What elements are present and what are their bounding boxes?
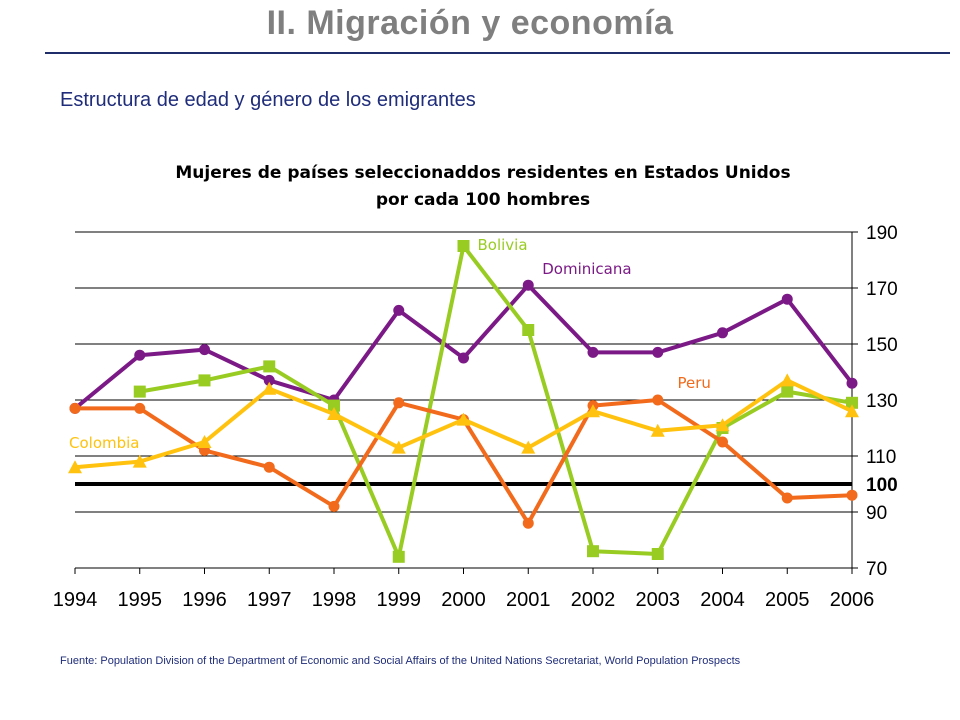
point-colombia-2000: [456, 412, 471, 426]
point-bolivia-1995: [133, 385, 146, 398]
point-colombia-1996: [197, 435, 212, 448]
point-dominicana-2006: [846, 377, 858, 389]
point-bolivia-2005: [781, 385, 794, 398]
point-colombia-1999: [391, 440, 406, 454]
point-colombia-2004: [715, 418, 730, 432]
point-colombia-1998: [327, 407, 341, 420]
series-labels: Dominicana Bolivia Peru Colombia: [69, 236, 711, 452]
x-tick-label-1994: 1994: [53, 589, 98, 611]
x-tick-label-2001: 2001: [506, 589, 551, 611]
series-colombia: [68, 373, 859, 474]
x-tick-label-2005: 2005: [765, 589, 810, 611]
point-peru-2004: [717, 436, 728, 448]
point-peru-1999: [393, 397, 405, 409]
y-tick-label-150: 150: [866, 335, 898, 356]
series-line-dominicana: [73, 283, 854, 410]
x-tick-label-2002: 2002: [571, 589, 616, 611]
point-dominicana-2002: [587, 346, 599, 358]
point-bolivia-2002: [587, 545, 599, 558]
series-label-dominicana: Dominicana: [542, 260, 631, 278]
point-dominicana-2005: [781, 293, 793, 305]
point-colombia-1997: [262, 381, 277, 395]
point-colombia-2002: [586, 404, 600, 418]
point-colombia-2003: [650, 423, 665, 437]
chart-title-line1: Mujeres de países seleccionaddos residen…: [175, 163, 790, 183]
series-label-colombia: Colombia: [69, 434, 140, 452]
chart-axes: 70 90 110 130 150 170 190 1994 1995 1996 1997 1998 1…: [53, 223, 898, 611]
title-divider: [45, 52, 950, 54]
reference-line-label: 100: [866, 475, 898, 496]
point-dominicana-2001: [522, 279, 534, 291]
reference-line-group: 100: [75, 475, 898, 496]
point-bolivia-1997: [263, 360, 276, 373]
point-peru-2005: [781, 492, 793, 504]
point-colombia-1995: [132, 454, 147, 468]
series-label-bolivia: Bolivia: [478, 236, 528, 254]
point-bolivia-2006: [846, 396, 858, 409]
series-group: [68, 240, 859, 563]
y-tick-label-90: 90: [866, 503, 887, 524]
chart-title-line2: por cada 100 hombres: [376, 190, 590, 210]
x-tick-label-1995: 1995: [118, 589, 163, 611]
point-colombia-1994: [68, 460, 82, 474]
source-note: Fuente: Population Division of the Depar…: [60, 655, 741, 667]
point-dominicana-2003: [652, 346, 664, 358]
series-label-peru: Peru: [678, 374, 711, 392]
point-bolivia-2001: [522, 324, 535, 336]
x-tick-label-1999: 1999: [377, 589, 422, 611]
y-tick-label-70: 70: [866, 559, 887, 580]
point-dominicana-1995: [134, 349, 146, 361]
y-tick-label-170: 170: [866, 279, 898, 300]
series-dominicana: [69, 279, 858, 414]
point-peru-2003: [652, 394, 664, 406]
point-bolivia-1998: [328, 399, 340, 412]
x-tick-label-2003: 2003: [636, 589, 681, 611]
point-peru-1994: [69, 402, 81, 414]
point-bolivia-2003: [651, 548, 664, 560]
point-colombia-2001: [521, 440, 536, 454]
slide-subtitle: Estructura de edad y género de los emigr…: [60, 89, 476, 111]
point-dominicana-1999: [393, 304, 405, 316]
x-tick-label-2000: 2000: [441, 589, 486, 611]
x-tick-label-1998: 1998: [312, 589, 357, 611]
point-peru-2001: [522, 517, 534, 529]
point-dominicana-2004: [717, 327, 728, 339]
point-bolivia-1999: [392, 550, 405, 563]
point-colombia-2005: [780, 373, 795, 387]
point-peru-1997: [263, 461, 275, 473]
y-tick-label-110: 110: [866, 447, 896, 468]
x-tick-label-1996: 1996: [182, 589, 227, 611]
point-bolivia-2000: [457, 240, 470, 252]
point-peru-2006: [846, 489, 858, 501]
point-dominicana-1997: [263, 374, 275, 386]
point-dominicana-2000: [458, 352, 469, 364]
y-tick-label-130: 130: [866, 391, 898, 412]
x-tick-label-2006: 2006: [830, 589, 875, 611]
point-colombia-2006: [845, 404, 859, 418]
point-bolivia-1996: [198, 374, 211, 387]
series-line-bolivia: [139, 244, 853, 559]
y-tick-label-190: 190: [866, 223, 898, 244]
chart-grid: [75, 231, 852, 569]
x-tick-label-2004: 2004: [700, 589, 745, 611]
slide-title: II. Migración y economía: [266, 4, 674, 42]
point-peru-1995: [134, 402, 146, 414]
x-tick-label-1997: 1997: [247, 589, 292, 611]
point-dominicana-1996: [199, 344, 210, 356]
point-peru-1998: [328, 500, 340, 512]
